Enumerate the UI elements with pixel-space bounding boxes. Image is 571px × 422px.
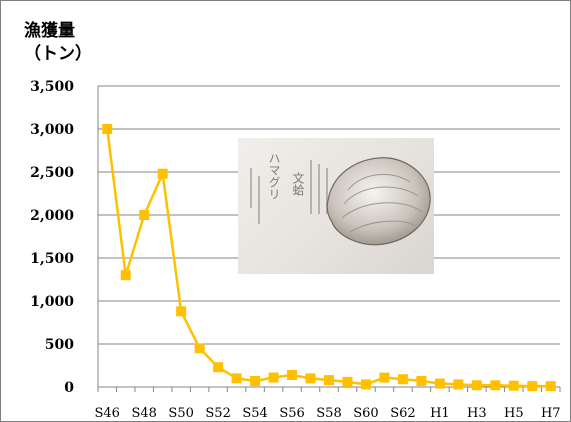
data-point-S57 <box>305 373 316 384</box>
data-point-H4 <box>490 380 501 391</box>
data-point-S48 <box>139 210 150 220</box>
data-point-H1 <box>434 378 445 389</box>
data-point-H6 <box>527 381 538 392</box>
data-point-S62 <box>397 374 408 385</box>
x-tick-label: S52 <box>205 406 230 421</box>
y-tick-label: 500 <box>45 337 74 353</box>
data-point-S61 <box>379 372 390 383</box>
data-point-S59 <box>342 376 353 387</box>
x-tick-label: S62 <box>390 406 415 421</box>
data-point-H2 <box>453 379 464 390</box>
y-tick-label: 1,000 <box>30 294 74 310</box>
data-point-S46 <box>102 124 113 134</box>
data-point-S54 <box>250 375 261 386</box>
data-point-S47 <box>120 270 131 281</box>
x-tick-label: S58 <box>316 406 341 421</box>
x-tick-label: H3 <box>467 406 487 421</box>
data-point-S52 <box>213 362 224 373</box>
y-axis-label: 漁獲量 （トン） <box>24 20 92 66</box>
data-point-S56 <box>287 369 298 380</box>
y-tick-label: 2,500 <box>30 165 74 181</box>
data-point-H5 <box>508 380 519 391</box>
data-point-S51 <box>194 343 205 354</box>
y-tick-label: 1,500 <box>30 251 74 267</box>
x-tick-label: S48 <box>131 406 156 421</box>
clam-image-label-1: ハマグリ <box>267 152 281 200</box>
clam-image-label-2: 文蛤 <box>291 172 305 196</box>
data-point-S50 <box>176 306 187 317</box>
y-tick-label: 2,000 <box>30 208 74 224</box>
x-tick-label: S50 <box>168 406 193 421</box>
x-tick-label: H5 <box>504 406 524 421</box>
clam-illustration-image: ハマグリ 文蛤 <box>238 138 434 274</box>
x-tick-label: H7 <box>541 406 561 421</box>
y-tick-label: 0 <box>64 380 74 396</box>
data-point-S49 <box>157 168 168 179</box>
y-axis-label-line-1: 漁獲量 <box>24 21 75 41</box>
y-tick-label: 3,500 <box>30 79 74 95</box>
data-point-S60 <box>360 379 371 390</box>
data-point-S63 <box>416 375 427 386</box>
data-point-H7 <box>545 381 556 392</box>
x-tick-label: S56 <box>279 406 304 421</box>
x-tick-label: S54 <box>242 406 267 421</box>
y-tick-label: 3,000 <box>30 122 74 138</box>
clam-shell-drawing <box>326 157 431 246</box>
data-point-S58 <box>324 375 334 386</box>
x-tick-label: S60 <box>353 406 378 421</box>
data-point-S53 <box>231 373 242 384</box>
data-point-S55 <box>268 372 279 383</box>
y-axis-label-line-2: （トン） <box>24 44 92 64</box>
data-point-H3 <box>471 380 482 391</box>
x-tick-label: H1 <box>430 406 450 421</box>
x-tick-label: S46 <box>95 406 120 421</box>
